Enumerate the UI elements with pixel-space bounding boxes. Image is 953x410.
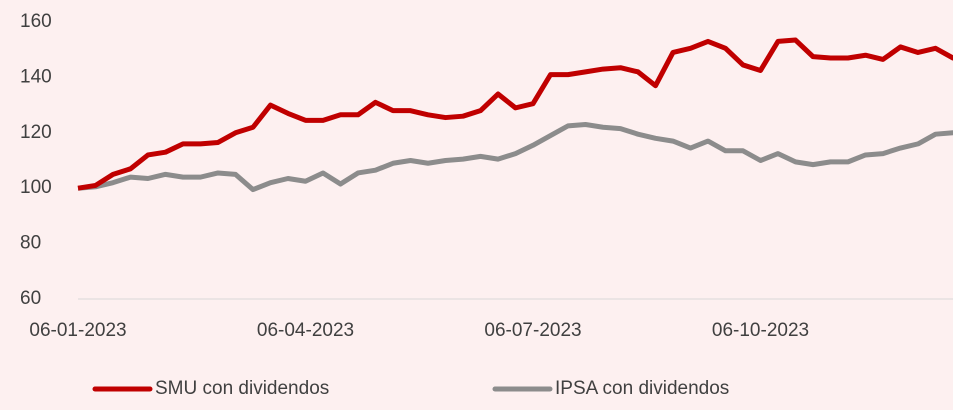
x-tick-label: 06-10-2023 — [712, 320, 809, 341]
x-tick-label: 06-01-2023 — [29, 320, 126, 341]
y-tick-label: 140 — [20, 66, 52, 87]
legend-label: IPSA con dividendos — [555, 378, 729, 399]
y-tick-label: 120 — [20, 122, 52, 143]
x-tick-label: 06-07-2023 — [484, 320, 581, 341]
plot-area — [77, 37, 953, 193]
series-line — [77, 37, 953, 191]
x-tick-label: 06-04-2023 — [257, 320, 354, 341]
legend-label: SMU con dividendos — [155, 378, 329, 399]
series-line — [77, 121, 953, 193]
y-tick-label: 80 — [20, 233, 41, 254]
y-tick-label: 160 — [20, 11, 52, 32]
y-tick-label: 60 — [20, 288, 41, 309]
y-tick-label: 100 — [20, 177, 52, 198]
